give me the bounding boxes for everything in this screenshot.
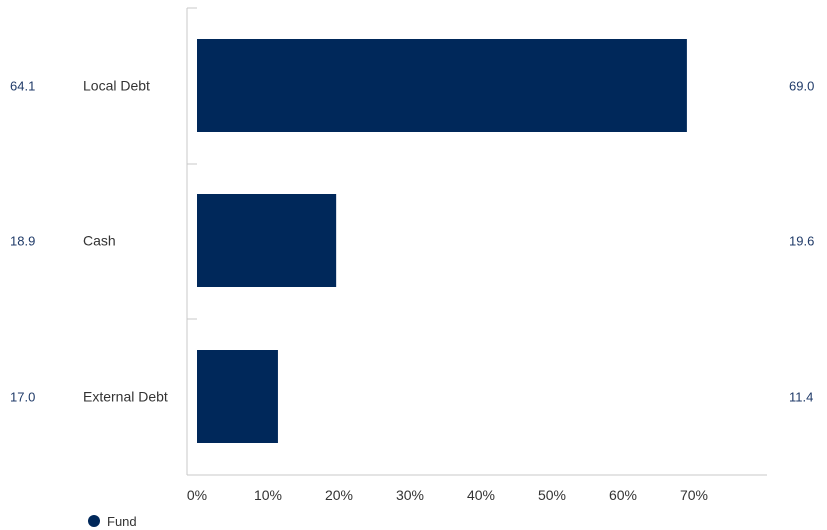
x-tick-label: 40%: [467, 487, 495, 503]
category-label: Local Debt: [83, 78, 150, 94]
bars: [197, 39, 687, 443]
legend: Fund: [88, 514, 137, 529]
x-tick-label: 30%: [396, 487, 424, 503]
left-value-label: 18.9: [10, 234, 35, 249]
x-tick-label: 0%: [187, 487, 207, 503]
axes: [186, 7, 767, 476]
right-value-label: 19.6: [789, 234, 814, 249]
x-tick-label: 20%: [325, 487, 353, 503]
labels: 0% 10% 20% 30% 40% 50% 60% 70% Local Debt 64.1 69.…: [10, 78, 814, 504]
category-label: External Debt: [83, 389, 168, 405]
category-label: Cash: [83, 233, 116, 249]
x-tick-label: 70%: [680, 487, 708, 503]
legend-fund-label: Fund: [107, 514, 137, 529]
bar-local-debt: [197, 39, 687, 132]
right-value-label: 69.0: [789, 79, 814, 94]
left-value-label: 17.0: [10, 390, 35, 405]
x-tick-label: 10%: [254, 487, 282, 503]
x-tick-label: 60%: [609, 487, 637, 503]
bar-cash: [197, 194, 337, 287]
bar-external-debt: [197, 350, 278, 443]
legend-fund-marker: [88, 515, 100, 527]
right-value-label: 11.4: [789, 390, 813, 405]
left-value-label: 64.1: [10, 79, 35, 94]
x-tick-label: 50%: [538, 487, 566, 503]
